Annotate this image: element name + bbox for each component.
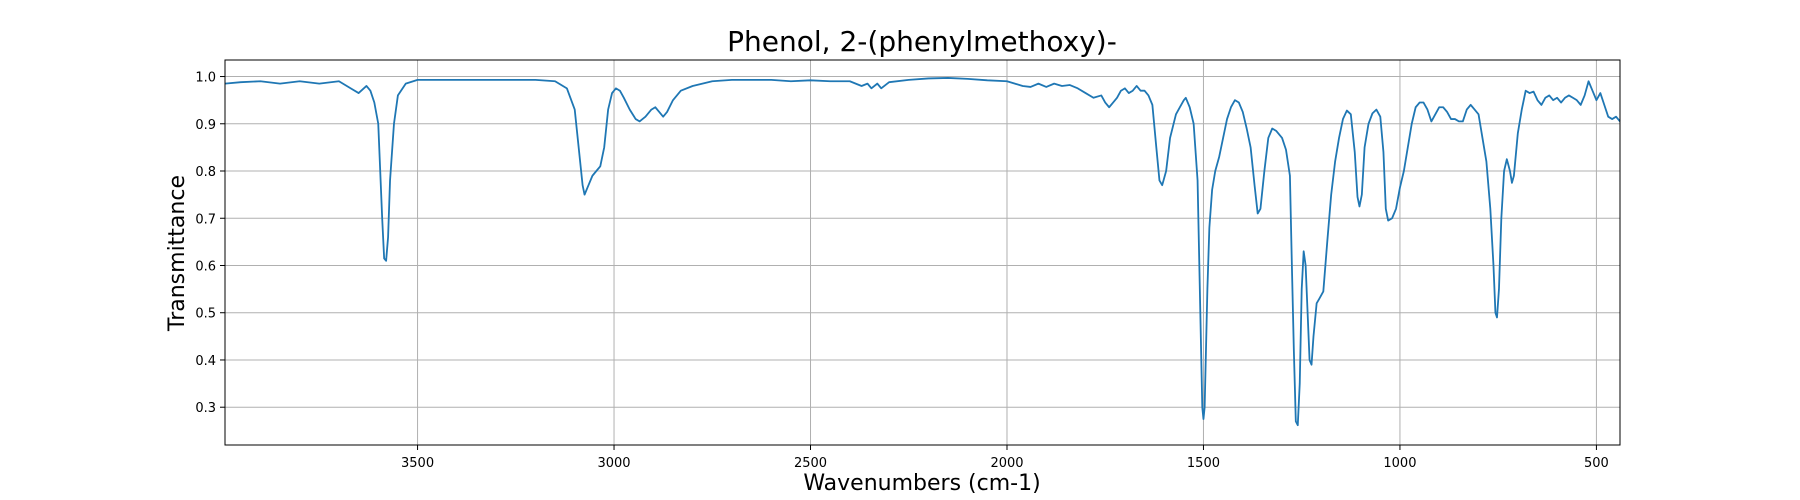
y-tick-label: 0.5: [195, 307, 216, 322]
y-tick-label: 0.8: [195, 165, 216, 180]
grid-layer: [225, 60, 1620, 445]
y-tick-label: 0.3: [195, 401, 216, 416]
x-tick-label: 1000: [1383, 456, 1416, 471]
y-axis-title: Transmittance: [165, 175, 190, 332]
x-tick-label: 3500: [401, 456, 434, 471]
y-tick-label: 1.0: [195, 71, 216, 86]
y-tick-label: 0.4: [195, 354, 216, 369]
x-axis-title: Wavenumbers (cm-1): [803, 471, 1040, 496]
x-tick-label: 2500: [794, 456, 827, 471]
x-tick-label: 3000: [597, 456, 630, 471]
series-layer: [224, 77, 1621, 427]
y-tick-label: 0.7: [195, 212, 216, 227]
x-tick-label: 1500: [1187, 456, 1220, 471]
spectrum-line: [224, 77, 1621, 427]
x-tick-label: 2000: [990, 456, 1023, 471]
x-axis: 3500 3000 2500 2000 1500 1000 500: [401, 445, 1609, 471]
chart-title: Phenol, 2-(phenylmethoxy)-: [727, 25, 1117, 58]
y-tick-label: 0.9: [195, 118, 216, 133]
plot-frame: [224, 59, 1621, 446]
x-tick-label: 500: [1584, 456, 1609, 471]
y-axis: 0.3 0.4 0.5 0.6 0.7 0.8 0.9 1.0: [195, 71, 225, 416]
y-tick-label: 0.6: [195, 259, 216, 274]
